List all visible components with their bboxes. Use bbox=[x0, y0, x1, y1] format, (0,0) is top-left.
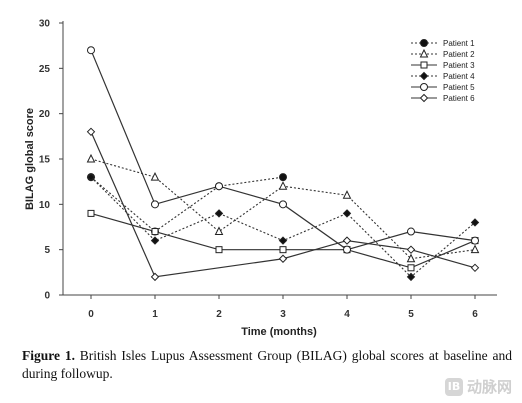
chart-ticks: 0 5 10 15 20 25 30 0 1 2 3 4 5 6 bbox=[39, 19, 478, 321]
data-point-series-5 bbox=[279, 200, 287, 209]
data-point-series-4 bbox=[86, 172, 96, 182]
x-tick-label: 3 bbox=[280, 309, 286, 320]
data-point-series-2 bbox=[86, 153, 96, 163]
data-point-series-1 bbox=[279, 173, 287, 182]
data-point-series-2 bbox=[150, 172, 160, 181]
data-point-series-3 bbox=[407, 264, 415, 272]
series-line-5 bbox=[90, 49, 476, 251]
legend-marker-5 bbox=[420, 83, 428, 91]
watermark-text: 动脉网 bbox=[466, 378, 512, 396]
legend-marker-2 bbox=[419, 48, 429, 58]
y-tick-label: 15 bbox=[39, 155, 51, 166]
data-point-series-6 bbox=[150, 272, 160, 282]
legend-entry-3: Patient 3 bbox=[443, 61, 475, 70]
legend-marker-3 bbox=[420, 61, 428, 69]
data-point-series-4 bbox=[150, 236, 160, 245]
legend-marker-6 bbox=[419, 93, 429, 103]
watermark: IB 动脉网 bbox=[444, 376, 512, 397]
data-point-series-2 bbox=[214, 226, 224, 236]
data-point-series-5 bbox=[215, 182, 223, 191]
legend-entry-5: Patient 5 bbox=[443, 83, 475, 92]
data-point-series-5 bbox=[471, 236, 479, 245]
x-tick-label: 6 bbox=[472, 309, 478, 320]
legend-entry-6: Patient 6 bbox=[443, 94, 475, 103]
y-tick-label: 0 bbox=[44, 291, 50, 302]
data-point-series-4 bbox=[342, 209, 352, 218]
y-axis-label: BILAG global score bbox=[24, 108, 36, 210]
watermark-logo-icon: IB bbox=[444, 377, 463, 396]
x-tick-label: 4 bbox=[344, 309, 350, 320]
data-point-series-6 bbox=[470, 263, 480, 273]
y-tick-label: 20 bbox=[39, 109, 51, 120]
data-point-series-3 bbox=[151, 228, 159, 236]
data-point-series-4 bbox=[214, 209, 224, 218]
data-point-series-6 bbox=[86, 127, 96, 137]
data-point-series-2 bbox=[470, 244, 480, 254]
data-point-series-6 bbox=[342, 236, 352, 245]
chart-axes bbox=[62, 21, 497, 296]
y-tick-label: 25 bbox=[39, 64, 51, 75]
data-point-series-6 bbox=[406, 245, 416, 254]
data-point-series-2 bbox=[406, 253, 416, 263]
data-point-series-3 bbox=[279, 246, 287, 254]
legend-entry-1: Patient 1 bbox=[443, 39, 475, 48]
chart-legend: Patient 1 Patient 2 Patient 3 Patient 4 Pati… bbox=[411, 39, 475, 103]
data-point-series-5 bbox=[407, 227, 415, 236]
data-point-series-2 bbox=[278, 181, 288, 190]
legend-entry-4: Patient 4 bbox=[443, 72, 475, 81]
x-tick-label: 1 bbox=[152, 309, 158, 320]
legend-marker-4 bbox=[419, 71, 429, 81]
legend-entry-2: Patient 2 bbox=[443, 50, 475, 59]
data-point-series-4 bbox=[406, 272, 416, 282]
caption-lead: Figure 1. bbox=[22, 348, 75, 363]
data-point-series-5 bbox=[87, 46, 95, 55]
legend-marker-1 bbox=[420, 39, 428, 47]
x-tick-label: 0 bbox=[88, 309, 94, 320]
data-point-series-5 bbox=[151, 200, 159, 209]
x-tick-label: 2 bbox=[216, 309, 222, 320]
chart-series-markers bbox=[86, 46, 480, 282]
y-tick-label: 30 bbox=[39, 19, 51, 30]
data-point-series-4 bbox=[278, 236, 288, 245]
data-point-series-2 bbox=[342, 190, 352, 199]
data-point-series-5 bbox=[343, 245, 351, 254]
y-tick-label: 5 bbox=[44, 245, 50, 256]
x-axis-label: Time (months) bbox=[241, 326, 317, 338]
y-tick-label: 10 bbox=[39, 200, 51, 211]
x-tick-label: 5 bbox=[408, 309, 414, 320]
data-point-series-4 bbox=[470, 218, 480, 227]
data-point-series-3 bbox=[215, 246, 223, 254]
data-point-series-3 bbox=[87, 209, 95, 217]
caption-text: British Isles Lupus Assessment Group (BI… bbox=[22, 348, 512, 381]
figure-caption: Figure 1. British Isles Lupus Assessment… bbox=[22, 347, 512, 383]
series-line-6 bbox=[90, 131, 476, 278]
data-point-series-6 bbox=[278, 254, 288, 263]
